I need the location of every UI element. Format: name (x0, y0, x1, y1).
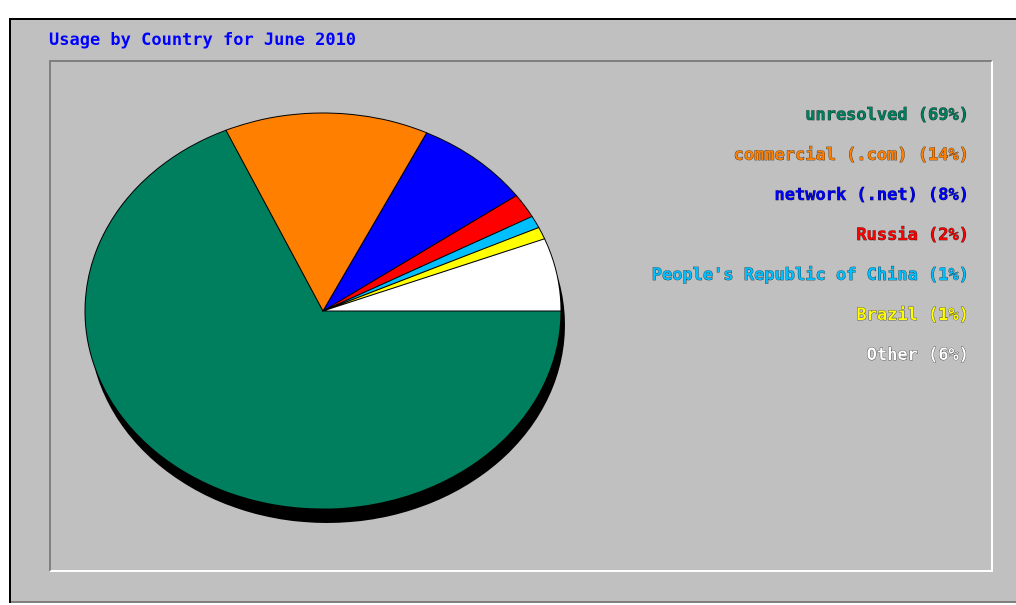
pie-slice (322, 238, 562, 312)
pie-slice (225, 112, 428, 313)
plot-area-border (49, 60, 993, 572)
pie-slice (321, 132, 518, 313)
legend-entry: Other (6%) (867, 345, 969, 365)
pie-chart: unresolved (69%) commercial (.com) (14%) n… (84, 105, 969, 523)
pie-slice (84, 129, 562, 510)
legend-entry: People's Republic of China (1%) (652, 265, 969, 285)
legend-entry: Brazil (1%) (856, 305, 969, 325)
legend-entry: unresolved (69%) (805, 105, 969, 125)
chart-panel: Usage by Country for June 2010 unresolve… (9, 18, 1016, 603)
legend-entry: Russia (2%) (856, 225, 969, 245)
chart-title: Usage by Country for June 2010 (49, 30, 357, 50)
panel-bottom-edge (11, 601, 1016, 603)
legend-entry: network (.net) (8%) (775, 185, 969, 205)
legend-entry: commercial (.com) (14%) (734, 145, 969, 165)
